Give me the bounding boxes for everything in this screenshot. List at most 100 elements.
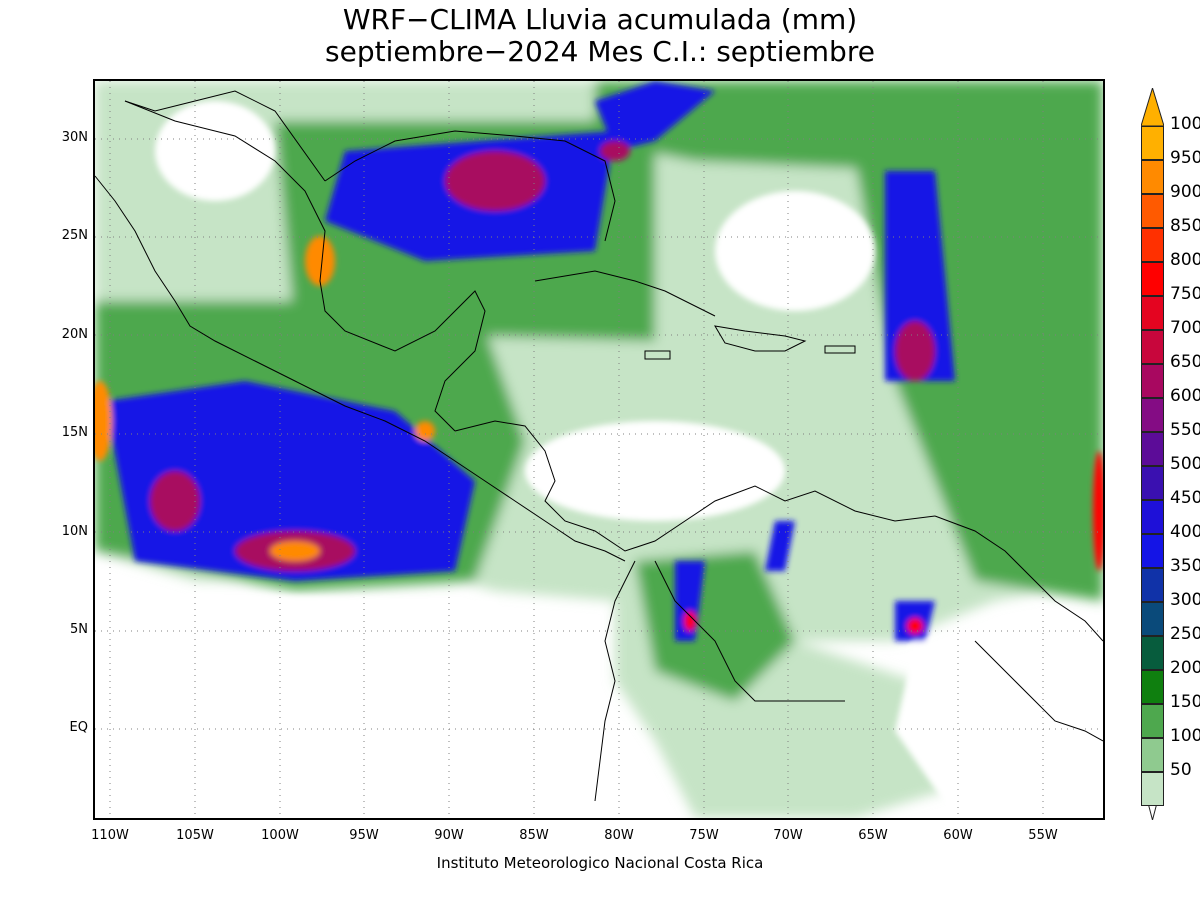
colorbar-swatch bbox=[1141, 772, 1164, 806]
colorbar-swatch bbox=[1141, 466, 1164, 500]
colorbar-label: 450 bbox=[1170, 488, 1200, 508]
rain-core-west-edge bbox=[95, 381, 112, 461]
rain-core-florida bbox=[600, 141, 630, 161]
coastline-central-america bbox=[454, 420, 936, 552]
colorbar-swatch bbox=[1141, 194, 1164, 228]
dry-area-south bbox=[895, 641, 1103, 818]
colorbar-label: 800 bbox=[1170, 250, 1200, 270]
colorbar-label: 700 bbox=[1170, 318, 1200, 338]
colorbar-label: 750 bbox=[1170, 284, 1200, 304]
colorbar-label: 850 bbox=[1170, 216, 1200, 236]
lon-label: 60W bbox=[943, 828, 973, 843]
colorbar-swatch bbox=[1141, 126, 1164, 160]
lon-label: 110W bbox=[91, 828, 129, 843]
rain-core-colombia bbox=[684, 611, 696, 631]
coastline-brazil bbox=[974, 640, 1103, 742]
lat-label: 5N bbox=[70, 622, 88, 637]
coastline-gulf-north bbox=[324, 130, 616, 242]
colorbar-label: 500 bbox=[1170, 454, 1200, 474]
map-title-line2: septiembre−2024 Mes C.I.: septiembre bbox=[325, 35, 875, 68]
colorbar-label: 100 bbox=[1170, 726, 1200, 746]
lon-label: 90W bbox=[434, 828, 464, 843]
lat-label: 15N bbox=[61, 425, 88, 440]
rain-core-pacific-2 bbox=[150, 471, 200, 531]
coastline-south-america bbox=[594, 560, 636, 802]
coastline-hispaniola bbox=[714, 325, 807, 352]
coastline-mexico-pacific bbox=[95, 175, 626, 562]
rain-core-east-edge bbox=[1093, 451, 1103, 571]
coastline-gulf bbox=[124, 100, 486, 432]
lat-label: 10N bbox=[61, 524, 88, 539]
colorbar-swatch bbox=[1141, 296, 1164, 330]
rain-core-mexico bbox=[270, 541, 320, 561]
rain-region-heavy-venezuela bbox=[765, 521, 795, 571]
colorbar-swatch bbox=[1141, 636, 1164, 670]
colorbar-swatch bbox=[1141, 432, 1164, 466]
lon-label: 65W bbox=[858, 828, 888, 843]
lon-label: 80W bbox=[604, 828, 634, 843]
lon-label: 100W bbox=[261, 828, 299, 843]
colorbar-swatch bbox=[1141, 398, 1164, 432]
rain-core-texas bbox=[305, 236, 335, 286]
colorbar-label: 150 bbox=[1170, 692, 1200, 712]
colorbar-swatch bbox=[1141, 568, 1164, 602]
rain-core-atlantic bbox=[895, 321, 935, 381]
colorbar-label: 650 bbox=[1170, 352, 1200, 372]
lon-label: 85W bbox=[519, 828, 549, 843]
lon-label: 105W bbox=[176, 828, 214, 843]
border-andes bbox=[654, 560, 845, 702]
colorbar-label: 900 bbox=[1170, 182, 1200, 202]
lat-label: EQ bbox=[69, 720, 88, 735]
dry-area-atlantic bbox=[715, 191, 875, 311]
colorbar-top-arrow bbox=[1141, 88, 1164, 126]
colorbar-swatch bbox=[1141, 330, 1164, 364]
lat-label: 25N bbox=[61, 228, 88, 243]
colorbar-label: 950 bbox=[1170, 148, 1200, 168]
lat-label: 20N bbox=[61, 327, 88, 342]
rain-region-heavy-pacific bbox=[105, 381, 475, 581]
rain-core-guatemala bbox=[415, 421, 435, 441]
coastline-jamaica bbox=[644, 350, 671, 360]
graticule bbox=[95, 81, 1103, 818]
colorbar-label: 350 bbox=[1170, 556, 1200, 576]
lon-label: 75W bbox=[689, 828, 719, 843]
coastline-puerto-rico bbox=[824, 345, 856, 354]
map-title-line1: WRF−CLIMA Lluvia acumulada (mm) bbox=[342, 3, 858, 36]
lat-label: 30N bbox=[61, 130, 88, 145]
rain-region-heavy-florida bbox=[595, 81, 715, 151]
colorbar-swatch bbox=[1141, 500, 1164, 534]
colorbar-label: 1000 bbox=[1170, 114, 1200, 134]
dry-area-bahamas bbox=[155, 101, 275, 201]
colorbar-swatch bbox=[1141, 602, 1164, 636]
colorbar-label: 50 bbox=[1170, 760, 1192, 780]
border-usa-mexico bbox=[124, 90, 326, 182]
colorbar-swatch bbox=[1141, 364, 1164, 398]
coastlines bbox=[95, 90, 1103, 802]
rain-core-guyana bbox=[907, 618, 923, 634]
coastline-venezuela bbox=[934, 515, 1103, 642]
colorbar-label: 550 bbox=[1170, 420, 1200, 440]
colorbar-swatch bbox=[1141, 704, 1164, 738]
colorbar-swatch bbox=[1141, 160, 1164, 194]
lon-label: 95W bbox=[349, 828, 379, 843]
colorbar-label: 400 bbox=[1170, 522, 1200, 542]
rain-region-heavy-colombia bbox=[675, 561, 705, 641]
colorbar-label: 300 bbox=[1170, 590, 1200, 610]
rainfall-map-canvas bbox=[95, 81, 1103, 818]
dry-area-caribbean bbox=[525, 421, 785, 521]
colorbar-label: 200 bbox=[1170, 658, 1200, 678]
colorbar-label: 250 bbox=[1170, 624, 1200, 644]
colorbar-swatch bbox=[1141, 738, 1164, 772]
colorbar-swatch bbox=[1141, 228, 1164, 262]
rain-core-gulf bbox=[445, 151, 545, 211]
lon-label: 70W bbox=[773, 828, 803, 843]
rainfall-map bbox=[93, 79, 1105, 820]
dry-area-pacific bbox=[95, 591, 615, 818]
colorbar-swatch bbox=[1141, 534, 1164, 568]
colorbar-swatch bbox=[1141, 670, 1164, 704]
credit-text: Instituto Meteorologico Nacional Costa R… bbox=[436, 854, 764, 872]
colorbar-label: 600 bbox=[1170, 386, 1200, 406]
precipitation-field bbox=[95, 81, 1103, 818]
colorbar-swatch bbox=[1141, 262, 1164, 296]
lon-label: 55W bbox=[1028, 828, 1058, 843]
